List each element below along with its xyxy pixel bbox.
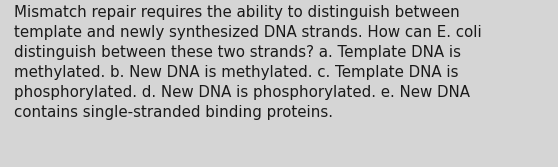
Text: Mismatch repair requires the ability to distinguish between
template and newly s: Mismatch repair requires the ability to … [14,5,482,120]
